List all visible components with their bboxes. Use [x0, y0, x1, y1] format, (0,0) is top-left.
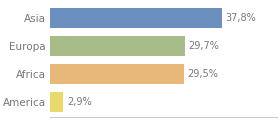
Bar — [50, 64, 184, 84]
Text: 29,7%: 29,7% — [189, 41, 220, 51]
Bar — [50, 92, 63, 112]
Bar — [50, 36, 185, 56]
Text: 37,8%: 37,8% — [225, 13, 256, 23]
Text: 29,5%: 29,5% — [188, 69, 219, 79]
Bar — [50, 8, 222, 28]
Text: 2,9%: 2,9% — [67, 97, 92, 107]
